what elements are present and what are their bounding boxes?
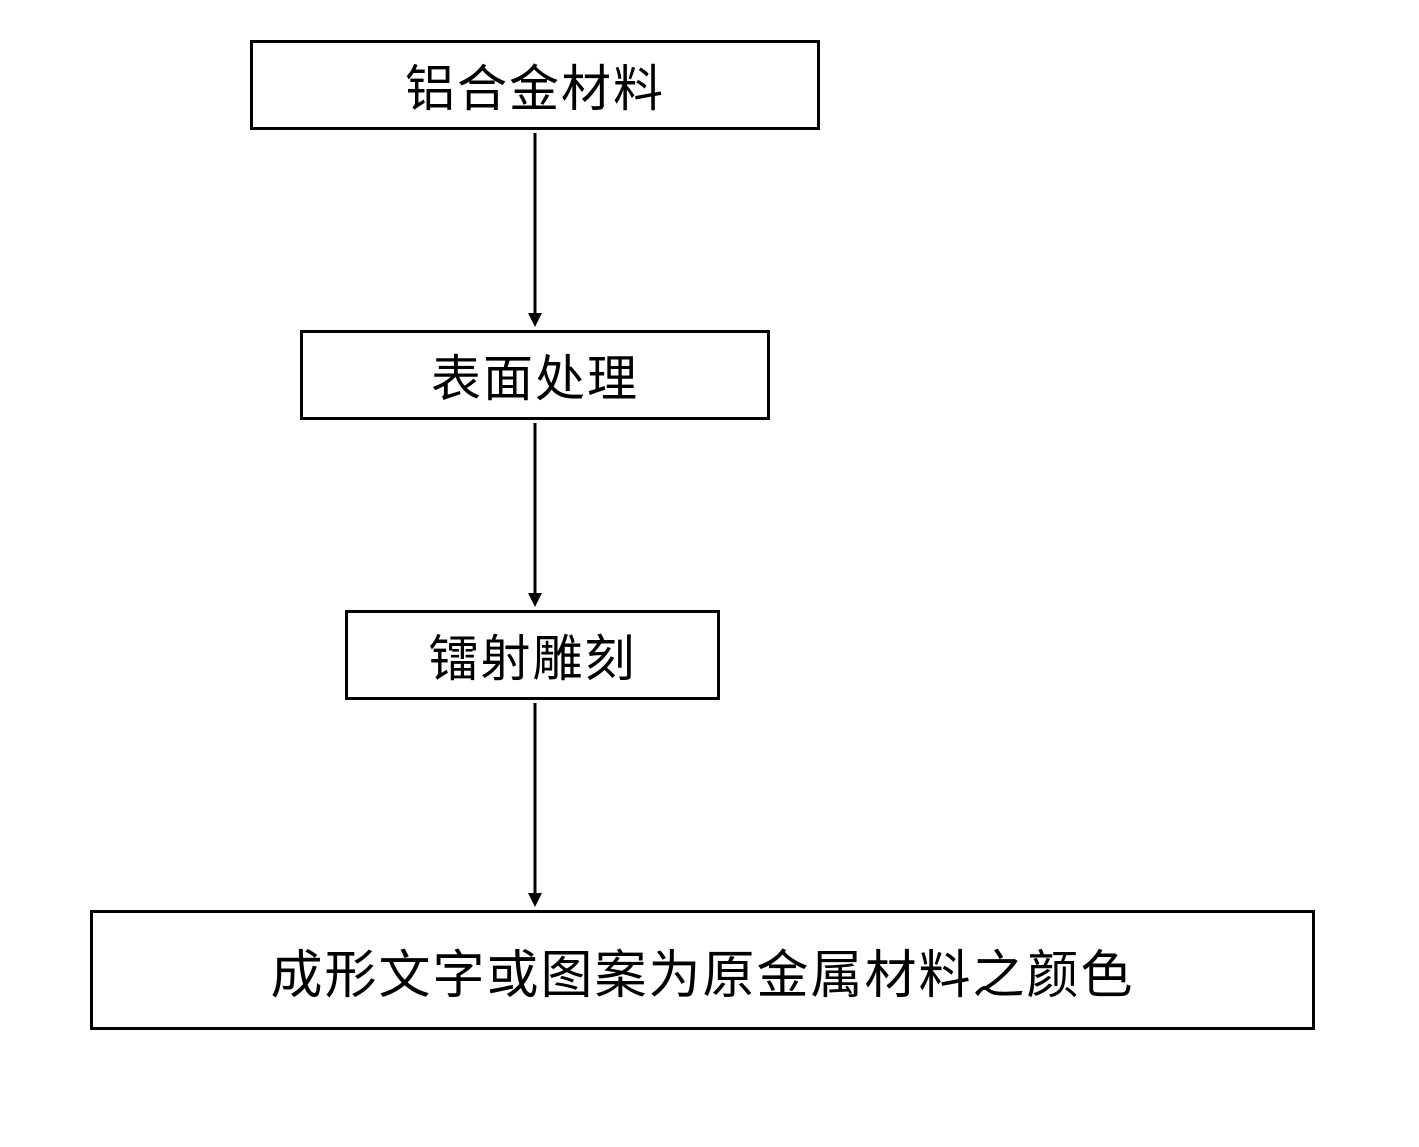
arrow-2-head [528, 593, 542, 607]
node-4-label: 成形文字或图案为原金属材料之颜色 [270, 933, 1134, 1008]
node-1-label: 铝合金材料 [405, 49, 665, 121]
flowchart-node-1: 铝合金材料 [250, 40, 820, 130]
flowchart-node-3: 镭射雕刻 [345, 610, 720, 700]
flowchart-node-4: 成形文字或图案为原金属材料之颜色 [90, 910, 1315, 1030]
flowchart-container: 铝合金材料 表面处理 镭射雕刻 成形文字或图案为原金属材料之颜色 [90, 40, 1330, 1110]
flowchart-node-2: 表面处理 [300, 330, 770, 420]
node-2-label: 表面处理 [431, 339, 639, 411]
arrow-1 [520, 130, 550, 330]
node-3-label: 镭射雕刻 [429, 619, 637, 691]
arrow-3-head [528, 893, 542, 907]
arrow-3 [520, 700, 550, 910]
arrow-2 [520, 420, 550, 610]
arrow-1-head [528, 313, 542, 327]
